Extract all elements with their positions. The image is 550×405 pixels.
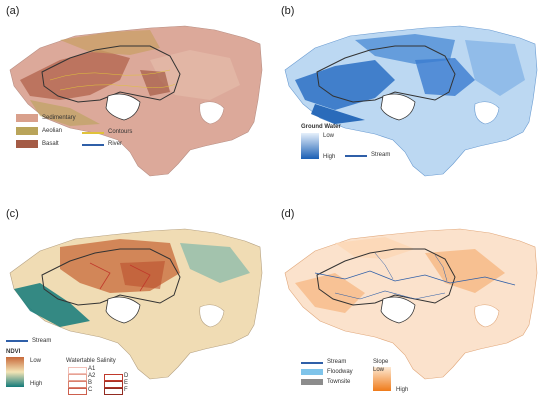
slope-low: Low: [373, 367, 385, 373]
aeolian-label: Aeolian: [42, 128, 63, 134]
slope-map: [284, 228, 538, 380]
salinity-e: E: [124, 380, 129, 386]
salinity-d-box: [104, 374, 123, 381]
ndvi-gradient: [6, 357, 24, 387]
stream-label-c: Stream: [32, 338, 52, 344]
salinity-a2-box: [68, 374, 87, 381]
salinity-f-box: [104, 388, 123, 395]
salinity-a1: A1: [88, 366, 96, 372]
contours-label: Contours: [108, 129, 133, 135]
salinity-f: F: [124, 387, 128, 393]
salinity-title: Watertable Salinity: [66, 358, 116, 364]
groundwater-legend: Ground Water Low High Stream: [301, 124, 441, 166]
floodway-label: Floodway: [327, 369, 353, 375]
groundwater-title: Ground Water: [301, 124, 341, 130]
slope-gradient: [373, 367, 391, 391]
salinity-d: D: [124, 373, 129, 379]
panel-b-label: (b): [281, 5, 295, 17]
salinity-b: B: [88, 380, 93, 386]
river-line: [82, 144, 104, 146]
stream-label-d: Stream: [327, 359, 347, 365]
floodway-swatch: [301, 369, 323, 375]
groundwater-map: [284, 25, 538, 177]
sedimentary-swatch: [16, 114, 38, 122]
ndvi-legend: Stream NDVI Low High Watertable Salinity…: [6, 338, 146, 398]
panel-b-groundwater: (b) Ground Water Low High Stream: [275, 0, 550, 202]
stream-label-b: Stream: [371, 152, 391, 158]
townsite-label: Townsite: [327, 379, 351, 385]
ndvi-high: High: [30, 381, 43, 387]
slope-legend: Stream Floodway Townsite Slope Low High: [301, 359, 441, 395]
slope-title: Slope: [373, 359, 389, 365]
slope-high: High: [396, 387, 409, 393]
salinity-b-box: [68, 381, 87, 388]
groundwater-high: High: [323, 154, 336, 160]
panel-d-slope: (d) Stream Floodway Townsite Slope Low H…: [275, 203, 550, 405]
basalt-swatch: [16, 140, 38, 148]
sedimentary-label: Sedimentary: [42, 115, 76, 121]
stream-line-b: [345, 155, 367, 157]
salinity-e-box: [104, 381, 123, 388]
townsite-swatch: [301, 379, 323, 385]
groundwater-gradient: [301, 133, 319, 159]
salinity-c-box: [68, 388, 87, 395]
panel-c-ndvi: (c) Stream NDVI Low High Watertable Sali…: [0, 203, 275, 405]
panel-d-label: (d): [281, 208, 295, 220]
ndvi-title: NDVI: [6, 349, 21, 355]
panel-a-label: (a): [6, 5, 20, 17]
geology-map: [9, 25, 263, 177]
salinity-c: C: [88, 387, 93, 393]
panel-a-geology: (a) Sedimentary Aeolian Basalt Contours …: [0, 0, 275, 202]
stream-line-d: [301, 362, 323, 364]
ndvi-low: Low: [30, 358, 42, 364]
contours-line: [82, 132, 104, 134]
ndvi-map: [9, 228, 263, 380]
salinity-a2: A2: [88, 373, 96, 379]
geology-legend: Sedimentary Aeolian Basalt Contours Rive…: [16, 114, 156, 154]
salinity-a1-box: [68, 367, 87, 374]
river-label: River: [108, 141, 123, 147]
groundwater-low: Low: [323, 133, 335, 139]
aeolian-swatch: [16, 127, 38, 135]
stream-line-c: [6, 340, 28, 342]
basalt-label: Basalt: [42, 141, 59, 147]
panel-c-label: (c): [6, 208, 19, 220]
